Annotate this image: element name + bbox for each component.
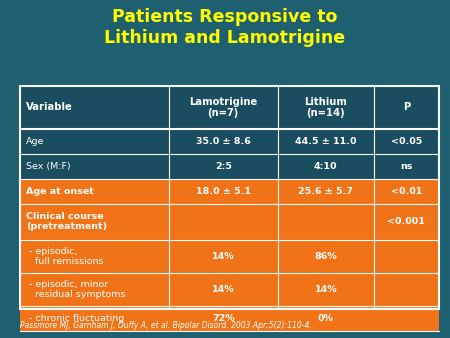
Text: Sex (M:F): Sex (M:F) xyxy=(26,162,70,171)
Text: 2:5: 2:5 xyxy=(215,162,232,171)
Text: <0.01: <0.01 xyxy=(391,187,422,196)
Bar xyxy=(20,178,439,203)
Text: Lamotrigine
(n=7): Lamotrigine (n=7) xyxy=(189,97,257,118)
Text: 86%: 86% xyxy=(315,252,337,261)
Text: 72%: 72% xyxy=(212,314,234,323)
Text: Clinical course
(pretreatment): Clinical course (pretreatment) xyxy=(26,212,107,232)
Text: <0.001: <0.001 xyxy=(387,217,425,226)
Text: P: P xyxy=(403,102,410,112)
Text: <0.05: <0.05 xyxy=(391,137,422,146)
Text: 35.0 ± 8.6: 35.0 ± 8.6 xyxy=(196,137,251,146)
Bar xyxy=(20,153,439,178)
Text: Lithium
(n=14): Lithium (n=14) xyxy=(304,97,347,118)
Text: 44.5 ± 11.0: 44.5 ± 11.0 xyxy=(295,137,356,146)
Text: Age: Age xyxy=(26,137,44,146)
Text: 18.0 ± 5.1: 18.0 ± 5.1 xyxy=(196,187,251,196)
Text: Passmore MJ, Garnham J, Duffy A, et al. Bipolar Disord. 2003 Apr;5(2):110-4.: Passmore MJ, Garnham J, Duffy A, et al. … xyxy=(20,320,312,330)
Text: Age at onset: Age at onset xyxy=(26,187,94,196)
Text: - episodic, minor
   residual symptoms: - episodic, minor residual symptoms xyxy=(26,280,125,299)
Text: 14%: 14% xyxy=(315,285,337,294)
Text: Patients Responsive to
Lithium and Lamotrigine: Patients Responsive to Lithium and Lamot… xyxy=(104,8,346,47)
Bar xyxy=(20,203,439,240)
Text: 14%: 14% xyxy=(212,285,234,294)
Text: 4:10: 4:10 xyxy=(314,162,338,171)
Bar xyxy=(20,306,439,331)
Bar xyxy=(20,128,439,153)
Text: - chronic fluctuating: - chronic fluctuating xyxy=(26,314,124,323)
Text: - episodic,
   full remissions: - episodic, full remissions xyxy=(26,247,103,266)
Text: Variable: Variable xyxy=(26,102,72,112)
Bar xyxy=(20,86,439,128)
Bar xyxy=(20,240,439,273)
Text: 14%: 14% xyxy=(212,252,234,261)
Bar xyxy=(20,273,439,306)
Text: 0%: 0% xyxy=(318,314,334,323)
Bar xyxy=(20,86,439,309)
Text: 25.6 ± 5.7: 25.6 ± 5.7 xyxy=(298,187,353,196)
Text: ns: ns xyxy=(400,162,413,171)
